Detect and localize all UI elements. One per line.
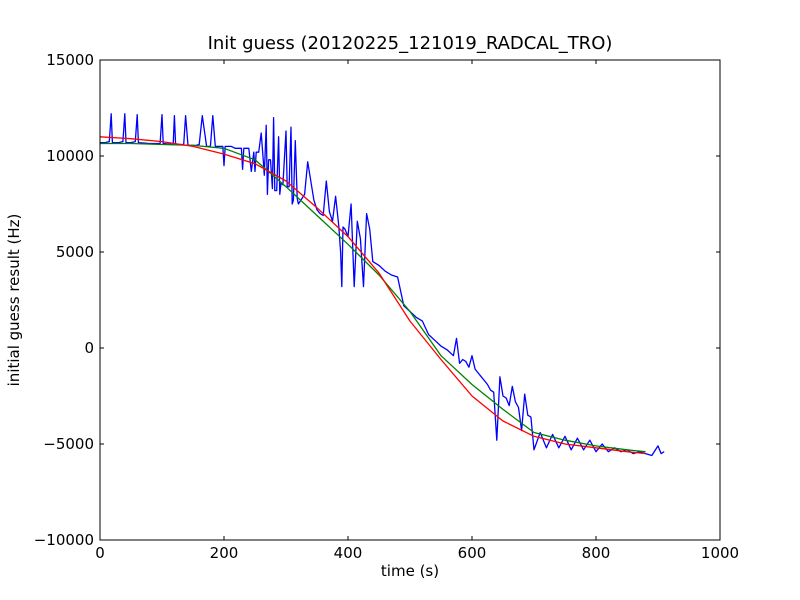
axes-frame bbox=[99, 59, 721, 541]
y-tick-label: −10000 bbox=[34, 531, 94, 549]
y-tick-label: 0 bbox=[84, 339, 94, 357]
x-tick-label: 0 bbox=[95, 544, 105, 562]
y-tick-label: 5000 bbox=[56, 243, 94, 261]
chart-title: Init guess (20120225_121019_RADCAL_TRO) bbox=[208, 33, 613, 54]
y-tick-label: −5000 bbox=[43, 435, 94, 453]
series-layer bbox=[99, 113, 665, 457]
y-tick-label: 15000 bbox=[46, 51, 94, 69]
y-tick-label: 10000 bbox=[46, 147, 94, 165]
y-axis-ticks: −10000 −5000 0 5000 10000 15000 bbox=[34, 51, 720, 549]
x-tick-label: 600 bbox=[458, 544, 487, 562]
series-line-1 bbox=[100, 142, 646, 453]
y-axis-label: initial guess result (Hz) bbox=[5, 214, 23, 387]
x-tick-label: 800 bbox=[582, 544, 611, 562]
x-axis-label: time (s) bbox=[381, 562, 439, 580]
x-tick-label: 200 bbox=[210, 544, 239, 562]
series-line-2 bbox=[99, 136, 646, 455]
x-axis-ticks: 0 200 400 600 800 1000 bbox=[95, 60, 739, 562]
x-tick-label: 400 bbox=[334, 544, 363, 562]
plot-area bbox=[100, 60, 720, 540]
x-tick-label: 1000 bbox=[701, 544, 739, 562]
